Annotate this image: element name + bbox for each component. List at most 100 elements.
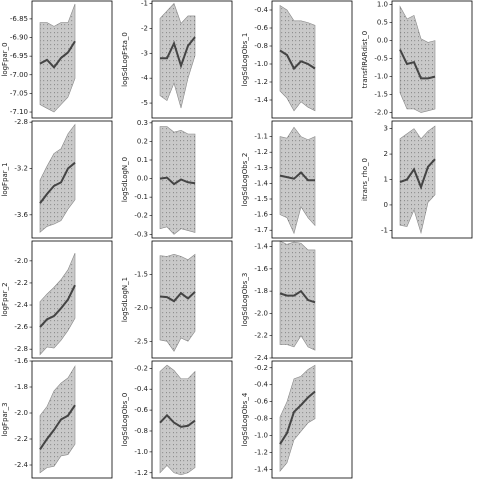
y-tick-label: -2.2 <box>14 435 28 443</box>
y-tick-label: -1.5 <box>374 91 388 99</box>
mean-line <box>39 161 76 204</box>
mean-line <box>39 284 76 328</box>
interval-band <box>39 123 76 233</box>
y-tick-label: -1.2 <box>134 469 148 477</box>
mean-line <box>160 36 196 69</box>
y-axis-label: logSdLogN_1 <box>121 277 129 322</box>
y-tick-label: -1.6 <box>254 265 268 273</box>
y-tick-label: 0.3 <box>137 119 148 127</box>
y-tick-label: -1.8 <box>14 383 28 391</box>
y-tick-label: -0.4 <box>254 381 268 389</box>
y-tick-label: -2.0 <box>374 109 388 117</box>
y-axis-label: logSdLogObs_1 <box>241 33 249 87</box>
interval-band <box>279 126 316 235</box>
y-axis-label: transfIRARdist_0 <box>361 31 369 89</box>
y-tick-label: -1.4 <box>254 179 268 187</box>
y-tick-label: 0 <box>384 201 388 209</box>
mean-line <box>39 40 76 69</box>
y-tick-label: -3 <box>141 49 148 57</box>
y-tick-label: -1.0 <box>374 73 388 81</box>
y-axis-label: logSdLogObs_4 <box>241 392 249 446</box>
panel-frame <box>31 120 113 239</box>
y-tick-label: -4 <box>141 74 149 82</box>
y-axis-label: logSdLogObs_2 <box>241 153 249 207</box>
y-tick-label: -0.2 <box>134 364 148 372</box>
mean-line <box>399 49 436 80</box>
y-tick-label: -0.3 <box>134 230 148 238</box>
y-tick-label: -7.10 <box>10 108 28 116</box>
y-tick-label: -2.0 <box>14 257 28 265</box>
y-tick-label: -0.5 <box>374 55 388 63</box>
mean-line <box>279 171 315 182</box>
y-tick-label: 0.1 <box>137 156 148 164</box>
y-tick-label: -1.0 <box>254 60 268 68</box>
interval-band <box>39 253 76 356</box>
y-tick-label: -0.2 <box>254 364 268 372</box>
y-tick-label: 0.5 <box>377 19 388 27</box>
y-axis-label: logFpar_2 <box>1 282 9 316</box>
y-tick-label: -2.5 <box>134 337 148 345</box>
y-axis-label: logSdLogObs_0 <box>121 393 129 447</box>
y-tick-label: -1.2 <box>254 78 268 86</box>
mean-line <box>159 291 196 303</box>
y-tick-label: -2 <box>141 24 148 32</box>
y-tick-label: -0.8 <box>134 427 148 435</box>
y-tick-label: -2.4 <box>14 301 28 309</box>
panel-frame <box>31 360 113 479</box>
y-tick-label: -6.95 <box>10 52 28 60</box>
mean-line <box>39 404 76 450</box>
mean-line <box>279 390 316 445</box>
y-tick-label: -1.1 <box>254 133 268 141</box>
mean-line <box>399 158 436 191</box>
y-tick-label: 3 <box>384 125 388 133</box>
y-tick-label: -1.4 <box>254 243 268 251</box>
y-axis-label: logSdLogFsta_0 <box>121 32 129 87</box>
y-axis-label: logFpar_0 <box>1 42 9 76</box>
interval-band <box>39 3 76 113</box>
mean-line <box>159 176 196 186</box>
y-tick-label: -2.0 <box>134 304 148 312</box>
y-tick-label: -1.0 <box>254 432 268 440</box>
interval-band <box>399 5 436 113</box>
mean-line <box>279 49 316 71</box>
interval-band <box>279 4 316 112</box>
y-tick-label: -2.0 <box>14 409 28 417</box>
panel-frame <box>271 120 353 239</box>
mean-line <box>279 289 316 304</box>
y-tick-label: 0.0 <box>137 175 148 183</box>
y-tick-label: -2.8 <box>14 345 28 353</box>
y-tick-label: 0.2 <box>137 137 148 145</box>
y-axis-label: logFpar_3 <box>1 402 9 436</box>
y-tick-label: -2.6 <box>14 323 28 331</box>
y-tick-label: -1.6 <box>254 211 268 219</box>
y-tick-label: -1.2 <box>254 148 268 156</box>
y-tick-label: -6.90 <box>10 34 28 42</box>
y-tick-label: -1.0 <box>134 448 148 456</box>
y-axis-label: logFpar_1 <box>1 162 9 196</box>
mean-line <box>159 413 196 428</box>
y-tick-label: -0.6 <box>254 398 268 406</box>
y-tick-label: -6.85 <box>10 15 28 23</box>
y-tick-label: 1.0 <box>377 1 388 9</box>
y-tick-label: -1.5 <box>254 195 268 203</box>
y-tick-label: -0.6 <box>134 406 148 414</box>
y-tick-label: -7.05 <box>10 89 28 97</box>
y-tick-label: 0.0 <box>377 37 388 45</box>
y-tick-label: -1.4 <box>254 466 268 474</box>
y-tick-label: -0.8 <box>254 415 268 423</box>
y-tick-label: -0.8 <box>254 42 268 50</box>
y-tick-label: -2.4 <box>254 354 268 362</box>
y-tick-label: -5 <box>141 99 148 107</box>
interval-band <box>159 126 196 235</box>
y-tick-label: -0.4 <box>254 6 268 14</box>
interval-band <box>39 365 76 474</box>
y-tick-label: 1 <box>384 176 388 184</box>
interval-band <box>159 253 196 352</box>
y-tick-label: -2.4 <box>14 461 28 469</box>
y-tick-label: -2.8 <box>14 118 28 126</box>
y-tick-label: -0.4 <box>134 385 148 393</box>
y-tick-label: -2.2 <box>254 332 268 340</box>
panel-frame <box>31 240 113 359</box>
panel-frame <box>151 360 233 479</box>
